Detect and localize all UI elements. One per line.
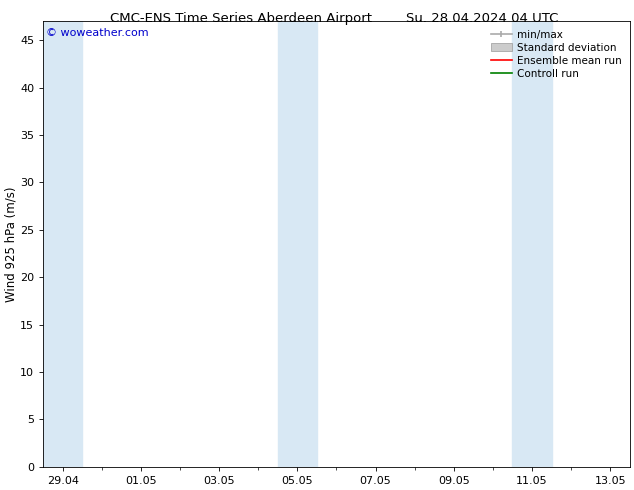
Text: CMC-ENS Time Series Aberdeen Airport: CMC-ENS Time Series Aberdeen Airport: [110, 12, 372, 25]
Text: © woweather.com: © woweather.com: [46, 28, 148, 38]
Bar: [278, 22, 317, 467]
Bar: [512, 22, 552, 467]
Bar: [43, 22, 82, 467]
Y-axis label: Wind 925 hPa (m/s): Wind 925 hPa (m/s): [4, 186, 17, 302]
Legend: min/max, Standard deviation, Ensemble mean run, Controll run: min/max, Standard deviation, Ensemble me…: [488, 26, 624, 82]
Text: Su. 28.04.2024 04 UTC: Su. 28.04.2024 04 UTC: [406, 12, 558, 25]
